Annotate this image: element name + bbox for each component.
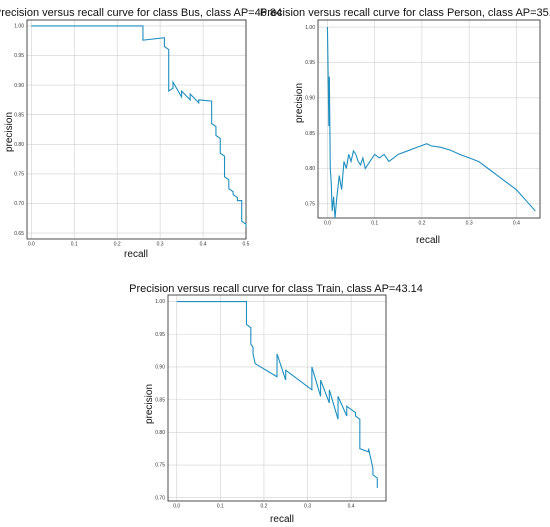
chart-train-ytick-label: 1.00 [155, 299, 165, 305]
chart-train-title: Precision versus recall curve for class … [129, 283, 423, 295]
chart-bus-title: Precision versus recall curve for class … [0, 7, 282, 19]
chart-person-ytick-label: 0.85 [305, 131, 315, 137]
chart-train-ytick-label: 0.80 [155, 430, 165, 436]
chart-person-ytick-label: 0.90 [305, 95, 315, 101]
chart-train: Precision versus recall curve for class … [129, 283, 423, 525]
chart-bus-ytick-label: 1.00 [14, 24, 24, 30]
chart-train-xlabel: recall [270, 514, 294, 525]
chart-bus-ytick-label: 0.95 [14, 53, 24, 59]
chart-bus-ytick-label: 0.65 [14, 231, 24, 237]
chart-person-pr-curve [326, 27, 536, 219]
chart-bus-ytick-label: 0.70 [14, 201, 24, 207]
chart-person-xtick-label: 0.2 [418, 221, 425, 227]
chart-bus-ytick-label: 0.75 [14, 172, 24, 178]
chart-bus-ytick-label: 0.90 [14, 83, 24, 89]
chart-bus-ytick-label: 0.80 [14, 142, 24, 148]
chart-person-xtick-label: 0.4 [513, 221, 520, 227]
chart-bus-xtick-label: 0.0 [28, 242, 35, 248]
chart-bus-xtick-label: 0.1 [71, 242, 78, 248]
chart-bus-xtick-label: 0.5 [243, 242, 250, 248]
chart-train-xtick-label: 0.2 [260, 504, 267, 510]
chart-train-xtick-label: 0.3 [304, 504, 311, 510]
chart-person-xlabel: recall [416, 235, 440, 246]
chart-person-xtick-label: 0.0 [324, 221, 331, 227]
chart-person-ytick-label: 0.95 [305, 60, 315, 66]
chart-bus-xlabel: recall [124, 249, 148, 260]
chart-train-ylabel: precision [144, 384, 155, 424]
chart-person-ytick-label: 1.00 [305, 25, 315, 31]
chart-train-xtick-label: 0.1 [217, 504, 224, 510]
chart-train-ytick-label: 0.95 [155, 332, 165, 338]
chart-person-xtick-label: 0.3 [466, 221, 473, 227]
chart-train-plot-frame [167, 294, 387, 502]
chart-train-ytick-label: 0.75 [155, 463, 165, 469]
chart-person-title: Precision versus recall curve for class … [260, 7, 550, 19]
chart-train-xtick-label: 0.0 [173, 504, 180, 510]
chart-train-pr-curve [176, 300, 378, 488]
chart-bus-ytick-label: 0.85 [14, 112, 24, 118]
chart-train-ytick-label: 0.70 [155, 495, 165, 501]
chart-bus-ylabel: precision [4, 112, 15, 152]
chart-person: Precision versus recall curve for class … [260, 7, 550, 246]
chart-bus-xtick-label: 0.4 [200, 242, 207, 248]
chart-person-ytick-label: 0.80 [305, 166, 315, 172]
chart-person-plot-frame [317, 19, 541, 219]
chart-bus: Precision versus recall curve for class … [0, 7, 282, 260]
chart-bus-xtick-label: 0.3 [157, 242, 164, 248]
chart-bus-pr-curve [31, 25, 247, 228]
chart-bus-plot-frame [26, 19, 247, 240]
chart-train-ytick-label: 0.90 [155, 365, 165, 371]
chart-person-ylabel: precision [294, 83, 305, 123]
chart-train-ytick-label: 0.85 [155, 397, 165, 403]
chart-train-xtick-label: 0.4 [348, 504, 355, 510]
chart-person-xtick-label: 0.1 [371, 221, 378, 227]
chart-person-ytick-label: 0.75 [305, 202, 315, 208]
chart-bus-xtick-label: 0.2 [114, 242, 121, 248]
